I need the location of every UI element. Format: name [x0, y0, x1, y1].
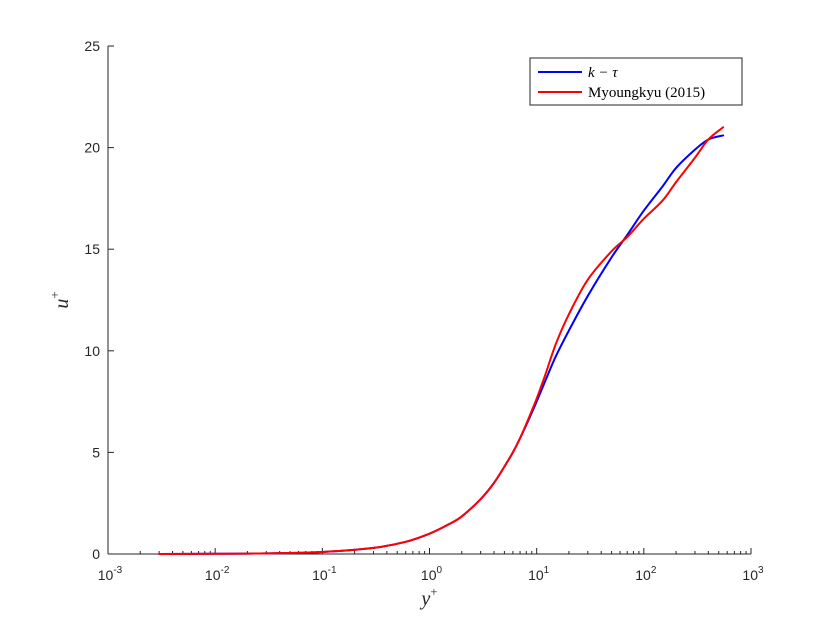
y-tick-label: 5 [92, 444, 100, 460]
y-tick-label: 20 [84, 140, 100, 156]
y-tick-label: 15 [84, 241, 100, 257]
x-axis-label-sup: + [430, 584, 437, 599]
x-tick-label-base: 10 [635, 567, 651, 583]
x-tick-label: 100 [421, 565, 443, 583]
x-tick-label-exponent: 1 [544, 565, 550, 576]
y-tick-label: 10 [84, 343, 100, 359]
series-layer [158, 126, 725, 555]
x-tick-label-base: 10 [312, 567, 328, 583]
y-axis-label-base: u [51, 299, 73, 309]
x-tick-label-base: 10 [742, 567, 758, 583]
x-tick-label-base: 10 [205, 567, 221, 583]
x-axis-label-base: y [419, 588, 430, 610]
x-tick-label-exponent: 2 [651, 565, 657, 576]
x-axis-label: y+ [419, 584, 437, 610]
x-tick-label: 10-2 [205, 565, 230, 583]
x-tick-label-base: 10 [528, 567, 544, 583]
legend-label: Myoungkyu (2015) [588, 85, 705, 101]
y-tick-label: 0 [92, 546, 100, 562]
x-tick-label-exponent: -2 [221, 565, 230, 576]
x-tick-label: 102 [635, 565, 657, 583]
x-tick-label: 10-1 [312, 565, 337, 583]
y-axis-label-sup: + [47, 291, 62, 298]
y-axis-label: u+ [47, 291, 73, 308]
y-tick-label: 25 [84, 38, 100, 54]
x-tick-label-base: 10 [421, 567, 437, 583]
x-tick-label-exponent: 3 [758, 565, 764, 576]
x-tick-label-exponent: 0 [437, 565, 443, 576]
x-tick-label-exponent: -3 [113, 565, 122, 576]
series-line-1 [158, 126, 725, 555]
x-tick-label: 10-3 [98, 565, 123, 583]
legend: k − τ Myoungkyu (2015) [529, 57, 743, 106]
legend-label: k − τ [588, 65, 618, 81]
x-tick-label-exponent: -1 [328, 565, 337, 576]
x-tick-label: 101 [528, 565, 550, 583]
legend-box [529, 57, 743, 106]
x-tick-label-base: 10 [98, 567, 114, 583]
x-tick-label: 103 [742, 565, 764, 583]
